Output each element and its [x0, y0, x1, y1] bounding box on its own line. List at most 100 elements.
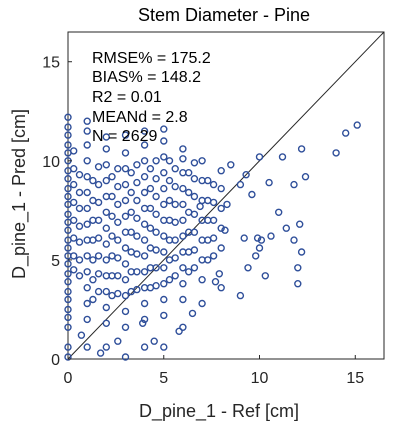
data-point [94, 287, 103, 296]
data-point [190, 159, 199, 167]
data-point [140, 127, 149, 135]
data-point [64, 287, 72, 296]
data-point [165, 176, 174, 185]
data-point [146, 224, 155, 232]
stat-rmse: RMSE% = 175.2 [92, 50, 211, 67]
y-tick-label: 0 [51, 352, 60, 369]
data-point [179, 200, 187, 209]
data-point [83, 172, 91, 181]
data-point [179, 280, 187, 288]
data-point [102, 343, 111, 351]
data-point [133, 196, 141, 205]
y-axis-ticks: 0 5 10 15 [42, 55, 72, 369]
data-point [133, 214, 141, 223]
plot-frame [67, 31, 385, 360]
data-point [196, 202, 204, 211]
data-point [138, 319, 147, 327]
data-point [140, 343, 149, 351]
data-point [171, 200, 179, 209]
data-point [108, 212, 116, 221]
data-point [290, 236, 298, 244]
data-point [64, 226, 72, 234]
data-point [121, 196, 130, 205]
one-to-one-line [67, 31, 385, 360]
data-point [171, 272, 179, 280]
data-point [64, 295, 72, 304]
data-point [146, 184, 155, 193]
data-point [265, 178, 273, 187]
y-tick-label: 15 [42, 55, 60, 72]
data-point [69, 266, 78, 274]
x-tick-label: 0 [64, 370, 73, 387]
data-point [209, 198, 218, 207]
data-point [253, 234, 262, 242]
y-tick-label: 10 [42, 154, 60, 171]
x-tick-label: 15 [346, 370, 364, 387]
x-axis-ticks: 0 5 10 15 [64, 355, 364, 387]
data-point [160, 168, 168, 177]
data-point [160, 311, 168, 320]
data-point [255, 244, 264, 252]
data-point [69, 180, 78, 189]
data-point [83, 284, 91, 292]
data-point [165, 276, 174, 284]
data-point [121, 164, 130, 173]
data-point [114, 337, 122, 345]
data-point [102, 287, 111, 296]
data-point [64, 313, 72, 322]
data-point [102, 133, 111, 141]
data-point [160, 200, 168, 209]
data-point [121, 212, 130, 221]
data-point [171, 236, 179, 244]
data-point [160, 295, 168, 304]
data-point [152, 228, 160, 236]
data-point [294, 264, 302, 272]
data-point [75, 204, 84, 213]
data-point [188, 309, 197, 318]
data-point [217, 224, 225, 232]
data-point [160, 264, 168, 272]
data-point [102, 256, 111, 264]
data-point [133, 232, 141, 240]
data-point [133, 161, 141, 169]
data-point [236, 291, 245, 300]
data-point [267, 232, 275, 240]
data-point [89, 176, 97, 185]
data-point [77, 331, 86, 339]
data-point [184, 188, 193, 197]
data-points [64, 113, 361, 361]
data-point [297, 248, 306, 256]
data-point [198, 276, 206, 284]
data-point [140, 172, 149, 181]
data-point [69, 252, 78, 260]
data-point [114, 218, 122, 227]
data-point [121, 307, 130, 316]
data-point [83, 252, 91, 260]
data-point [165, 196, 174, 205]
data-point [190, 264, 199, 272]
data-point [160, 125, 168, 133]
data-point [83, 220, 91, 228]
data-point [244, 264, 252, 272]
data-point [102, 208, 111, 217]
data-point [127, 228, 135, 236]
data-point [332, 149, 340, 157]
data-point [140, 299, 149, 308]
stat-bias: BIAS% = 148.2 [92, 69, 201, 86]
data-point [64, 323, 72, 331]
data-point [121, 291, 130, 300]
data-point [160, 153, 168, 161]
data-point [190, 192, 199, 201]
data-point [121, 323, 130, 331]
data-point [255, 153, 264, 161]
y-axis-label: D_pine_1 - Pred [cm] [9, 109, 30, 279]
data-point [353, 121, 361, 129]
data-point [75, 222, 84, 230]
data-point [94, 270, 103, 278]
data-point [152, 282, 160, 290]
data-point [83, 268, 91, 276]
data-point [140, 157, 149, 165]
data-point [64, 174, 72, 183]
data-point [282, 224, 290, 232]
